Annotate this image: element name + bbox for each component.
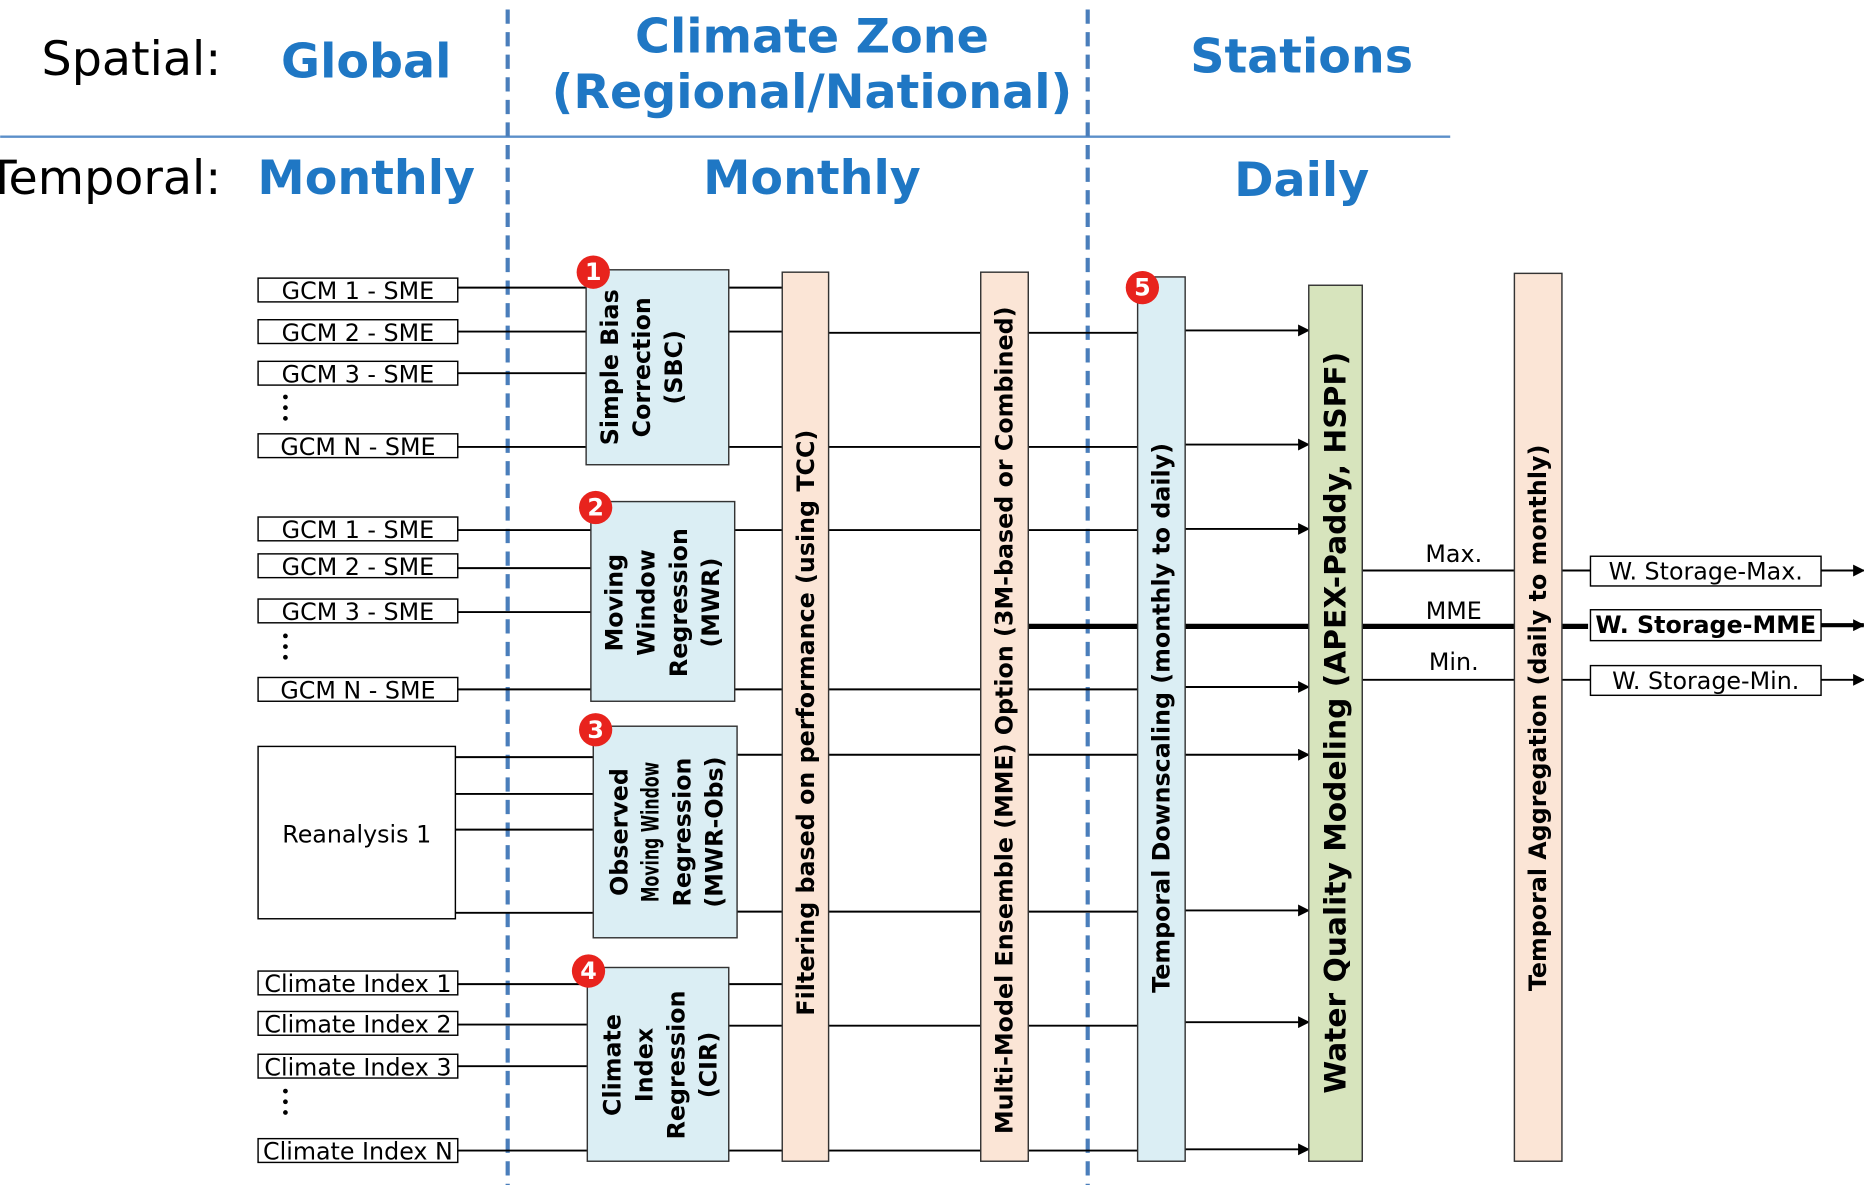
method-label: Climate [598, 1014, 626, 1116]
input-box [257, 598, 459, 624]
stage-label: Water Quality Modeling (APEX-Paddy, HSPF… [1319, 352, 1354, 1094]
stage-bar [980, 271, 1029, 1162]
method-label: Regression [665, 528, 693, 677]
input-box [257, 433, 459, 459]
input-label: Climate Index 1 [264, 970, 451, 998]
output-line-label: Max. [1425, 540, 1482, 568]
input-box [257, 360, 459, 386]
stage-label: Multi-Model Ensemble (MME) Option (3M-ba… [991, 306, 1019, 1134]
number-badge [571, 954, 606, 988]
stage-label: Filtering based on performance (using TC… [792, 430, 820, 1016]
temporal-column: Monthly [703, 151, 921, 206]
method-box [586, 966, 730, 1162]
input-label: Climate Index 2 [264, 1011, 451, 1039]
spatial-column: (Regional/National) [552, 65, 1073, 120]
stage-label: Temporal Downscaling (monthly to daily) [1147, 443, 1175, 993]
stage-bar [781, 271, 830, 1162]
input-box [257, 745, 457, 920]
input-box [257, 676, 459, 702]
input-label: GCM 1 - SME [282, 516, 434, 544]
spatial-label: Spatial: [42, 32, 222, 87]
method-label: (MWR-Obs) [700, 756, 728, 907]
input-label: Climate Index N [263, 1138, 453, 1166]
badge-number: 3 [587, 716, 604, 744]
method-wires [728, 286, 783, 1152]
output-box [1589, 555, 1822, 587]
input-label: GCM N - SME [280, 433, 435, 461]
input-label: GCM 2 - SME [282, 553, 434, 581]
output-label: W. Storage-MME [1595, 611, 1816, 639]
ellipsis [283, 394, 288, 1115]
method-box [592, 725, 738, 939]
input-box [257, 319, 459, 345]
input-box [257, 553, 459, 579]
input-box [257, 1010, 459, 1036]
method-label: Regression [668, 758, 696, 907]
method-label: Window [633, 549, 661, 656]
number-badge [576, 255, 610, 289]
method-label: (SBC) [660, 330, 688, 404]
output-label: W. Storage-Min. [1612, 667, 1799, 695]
input-label: GCM 3 - SME [282, 598, 434, 626]
number-badge [578, 713, 613, 747]
method-box [585, 269, 730, 466]
spatial-column: Stations [1190, 30, 1413, 85]
spatial-column: Global [281, 34, 451, 89]
method-label: Regression [662, 990, 690, 1139]
output-line-label: MME [1426, 597, 1482, 625]
input-label: Reanalysis 1 [282, 820, 431, 848]
method-label: (CIR) [695, 1032, 723, 1098]
method-label: Simple Bias [596, 289, 624, 445]
input-box [257, 970, 459, 996]
badge-number: 1 [585, 258, 602, 286]
badge-number: 5 [1134, 274, 1151, 302]
input-box [257, 1137, 459, 1164]
input-label: GCM N - SME [280, 677, 435, 705]
input-box [257, 516, 459, 542]
stage-bar [1308, 284, 1363, 1162]
method-label: (MWR) [697, 558, 725, 648]
output-box [1589, 609, 1822, 642]
method-box [590, 500, 736, 702]
spatial-column: Climate Zone [635, 9, 989, 64]
stage-bar [1513, 272, 1563, 1162]
input-label: Climate Index 3 [264, 1053, 451, 1081]
temporal-column: Monthly [257, 151, 475, 206]
method-label: Observed [605, 768, 633, 896]
input-wires [455, 286, 594, 1152]
method-label: Correction [628, 297, 656, 437]
output-label: W. Storage-Max. [1609, 558, 1803, 586]
input-label: GCM 3 - SME [282, 360, 434, 388]
output-box [1589, 664, 1822, 697]
temporal-column: Daily [1234, 153, 1369, 208]
input-label: GCM 1 - SME [282, 277, 434, 305]
badge-number: 2 [587, 494, 604, 522]
temporal-label: Temporal: [0, 151, 221, 206]
number-badge [1125, 270, 1160, 305]
input-label: GCM 2 - SME [282, 319, 434, 347]
stage-bar [1136, 276, 1186, 1162]
method-label: Moving [601, 554, 629, 652]
output-line-label: Min. [1429, 648, 1479, 676]
input-box [257, 1053, 459, 1079]
number-badge [578, 490, 613, 525]
method-label: Moving Window [636, 762, 664, 902]
stage-label: Temporal Aggregation (daily to monthly) [1524, 445, 1552, 992]
badge-number: 4 [580, 957, 597, 985]
method-label: Index [630, 1028, 658, 1102]
input-box [257, 277, 459, 303]
